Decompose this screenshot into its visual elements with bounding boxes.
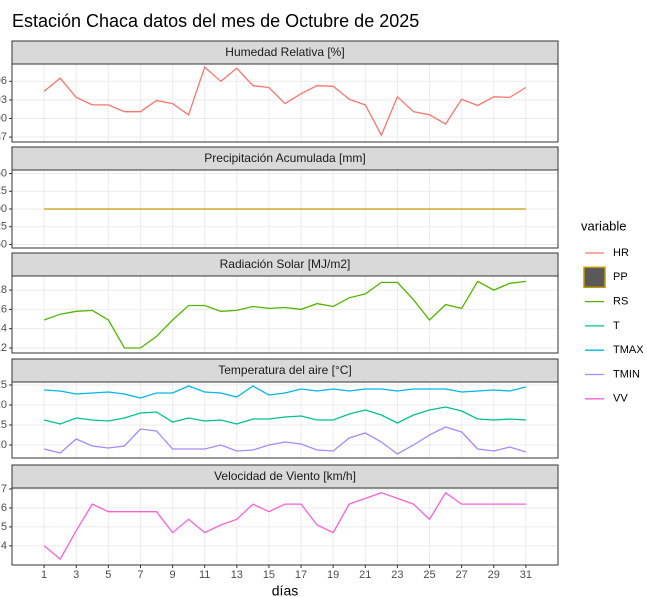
data-line bbox=[43, 426, 527, 455]
x-tick-label: 31 bbox=[520, 569, 532, 581]
data-line bbox=[43, 406, 526, 425]
x-tick-label: 27 bbox=[456, 569, 468, 581]
y-tick-label: 20 bbox=[0, 399, 7, 411]
x-tick-label: 17 bbox=[295, 569, 307, 581]
x-tick-label: 29 bbox=[488, 569, 500, 581]
y-tick-label: 12 bbox=[0, 342, 7, 354]
data-line bbox=[43, 65, 527, 137]
y-tick-label: 18 bbox=[0, 284, 7, 296]
legend-label: HR bbox=[613, 247, 629, 259]
legend-key bbox=[583, 266, 606, 289]
x-tick-label: 21 bbox=[359, 569, 371, 581]
x-tick-label: 9 bbox=[170, 569, 176, 581]
strip-title: Velocidad de Viento [km/h] bbox=[214, 469, 356, 483]
x-tick-label: 5 bbox=[105, 569, 111, 581]
y-tick-label: 4 bbox=[1, 540, 7, 552]
y-tick-label: 0.050 bbox=[0, 167, 7, 179]
y-tick-label: 10 bbox=[0, 439, 7, 451]
y-tick-label: -0.025 bbox=[0, 221, 7, 233]
y-tick-label: 6 bbox=[1, 502, 7, 514]
panel-border bbox=[11, 381, 559, 459]
data-line bbox=[43, 280, 526, 349]
strip-title: Temperatura del aire [°C] bbox=[218, 363, 352, 377]
x-tick-label: 19 bbox=[327, 569, 339, 581]
y-tick-label: 15 bbox=[0, 419, 7, 431]
y-tick-label: 16 bbox=[0, 303, 7, 315]
chart-title: Estación Chaca datos del mes de Octubre … bbox=[12, 11, 419, 31]
panel-border bbox=[11, 63, 559, 143]
x-tick-label: 13 bbox=[231, 569, 243, 581]
strip-title: Precipitación Acumulada [mm] bbox=[204, 151, 365, 165]
x-tick-label: 3 bbox=[73, 569, 79, 581]
y-tick-label: 25 bbox=[0, 379, 7, 391]
x-tick-label: 1 bbox=[41, 569, 47, 581]
y-tick-label: 93 bbox=[0, 94, 7, 106]
legend-label: VV bbox=[613, 393, 628, 405]
legend-label: PP bbox=[613, 271, 628, 283]
x-tick-label: 7 bbox=[137, 569, 143, 581]
panel-border bbox=[11, 169, 559, 249]
y-tick-label: 0.000 bbox=[0, 203, 7, 215]
strip-title: Radiación Solar [MJ/m2] bbox=[220, 257, 351, 271]
strip-title: Humedad Relativa [%] bbox=[225, 45, 344, 59]
panel-border bbox=[11, 487, 559, 566]
y-tick-label: 87 bbox=[0, 131, 7, 143]
legend-label: RS bbox=[613, 296, 628, 308]
x-tick-label: 25 bbox=[423, 569, 435, 581]
x-axis-label: días bbox=[272, 583, 298, 597]
y-tick-label: 14 bbox=[0, 323, 7, 335]
x-tick-label: 23 bbox=[391, 569, 403, 581]
x-tick-label: 11 bbox=[199, 569, 210, 581]
y-tick-label: 0.025 bbox=[0, 185, 7, 197]
legend-label: TMAX bbox=[613, 344, 644, 356]
legend-label: T bbox=[613, 320, 620, 332]
legend-label: TMIN bbox=[613, 368, 640, 380]
y-tick-label: 7 bbox=[1, 483, 7, 495]
x-tick-label: 15 bbox=[263, 569, 275, 581]
y-tick-label: -0.050 bbox=[0, 238, 7, 250]
data-line bbox=[43, 491, 526, 561]
data-line bbox=[44, 385, 527, 399]
legend-title: variable bbox=[581, 218, 627, 233]
panel-border bbox=[11, 275, 559, 354]
y-tick-label: 96 bbox=[0, 75, 7, 87]
y-tick-label: 5 bbox=[1, 521, 7, 533]
y-tick-label: 90 bbox=[0, 112, 7, 124]
